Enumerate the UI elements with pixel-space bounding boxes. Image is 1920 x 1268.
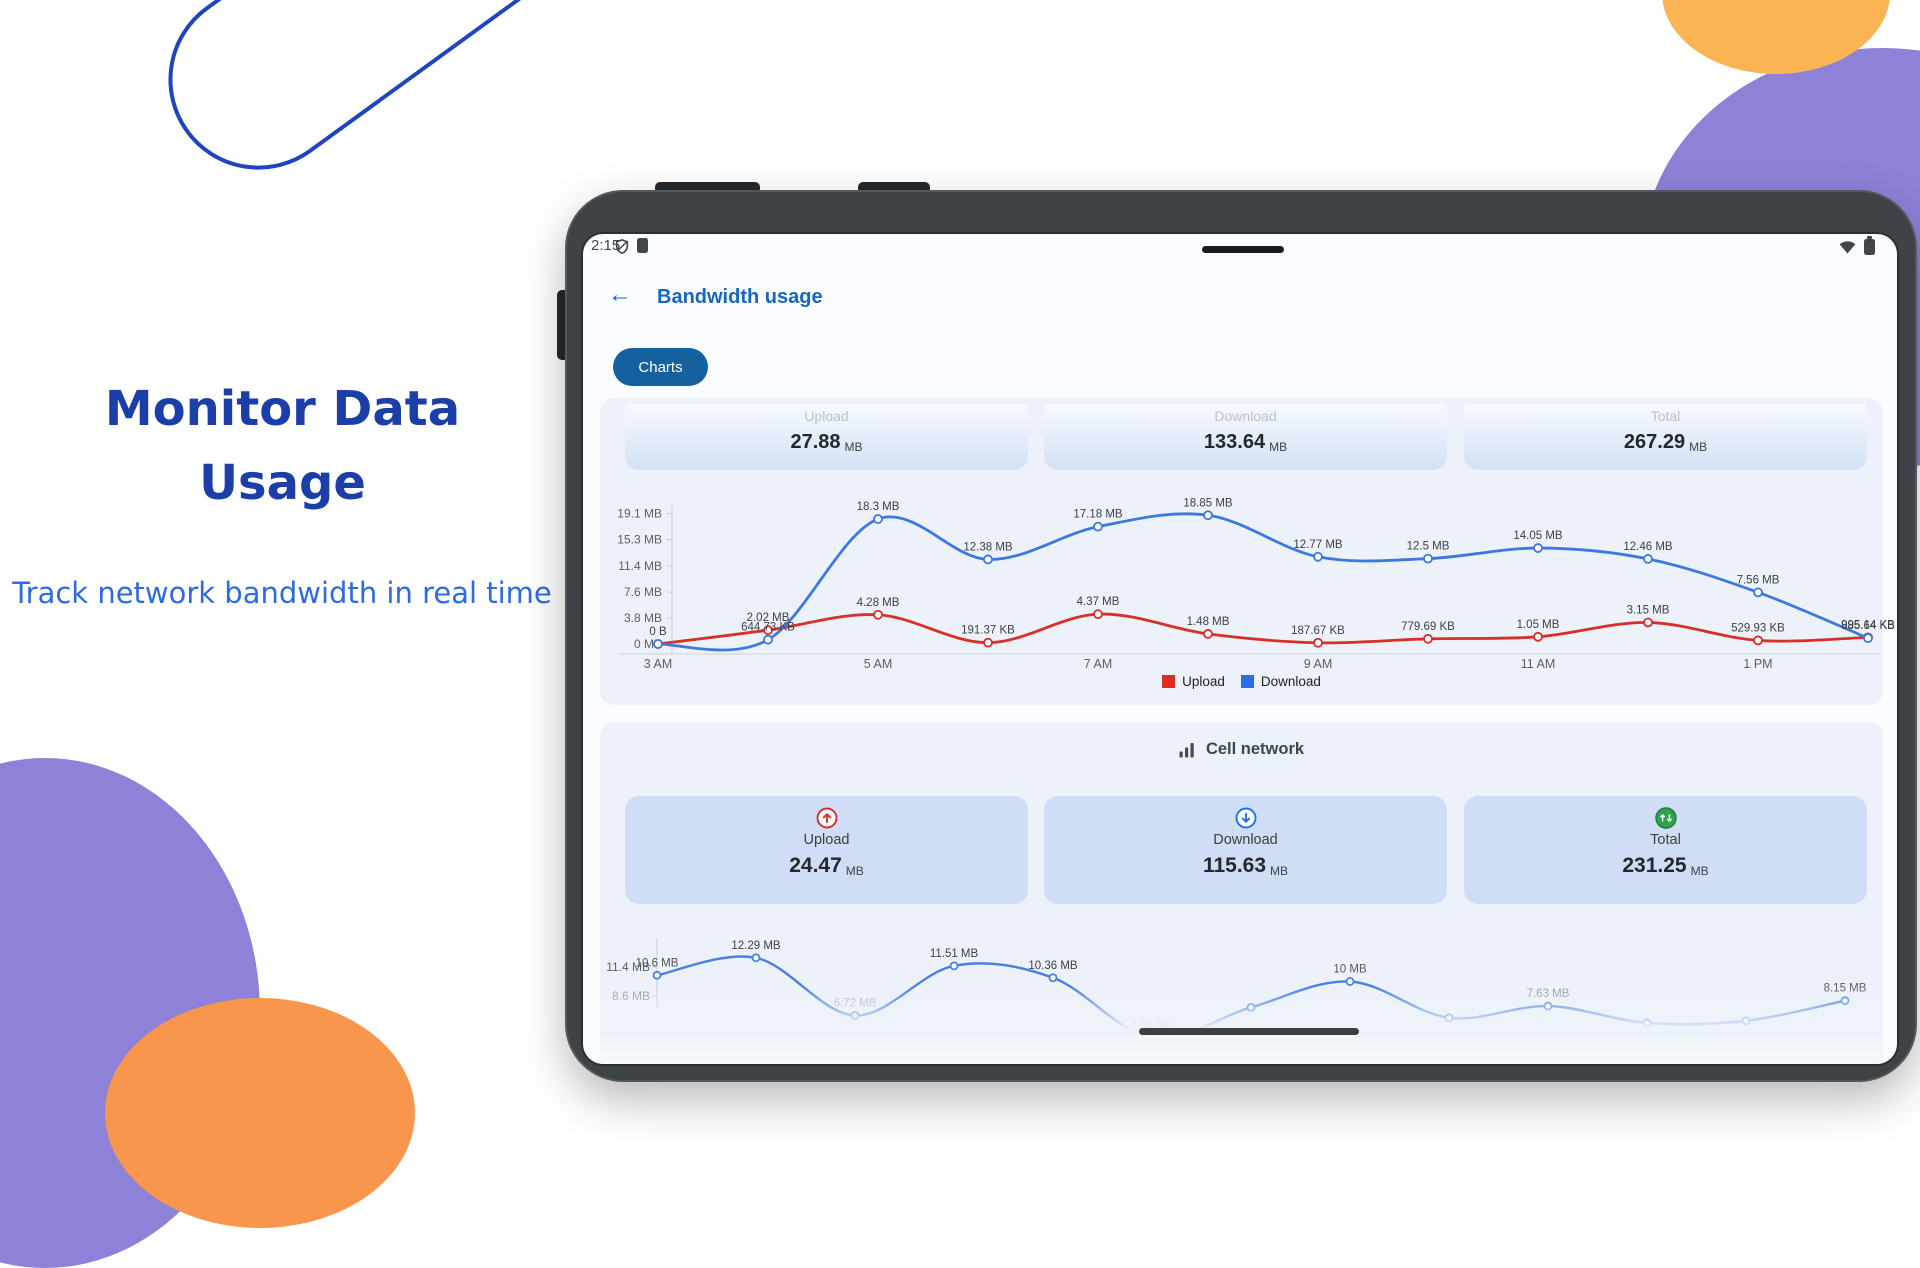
battery-icon (1864, 236, 1875, 255)
legend-download-swatch (1240, 675, 1254, 688)
cell-upload-card: Upload 24.47 MB (625, 796, 1028, 904)
svg-text:12.46 MB: 12.46 MB (1623, 541, 1673, 553)
svg-text:11.4 MB: 11.4 MB (618, 559, 662, 573)
legend-download: Download (1240, 674, 1321, 689)
page-subtitle: Track network bandwidth in real time (12, 576, 552, 610)
page-title-line1: Monitor Data (104, 381, 461, 437)
svg-text:12.5 MB: 12.5 MB (1407, 541, 1450, 553)
svg-text:11.4 MB: 11.4 MB (606, 960, 650, 974)
svg-text:1 PM: 1 PM (1743, 657, 1772, 671)
svg-text:529.93 KB: 529.93 KB (1731, 622, 1785, 634)
svg-text:12.29 MB: 12.29 MB (731, 940, 781, 952)
svg-text:12.77 MB: 12.77 MB (1293, 539, 1343, 551)
svg-text:4.37 MB: 4.37 MB (1077, 596, 1120, 608)
cell-download-label: Download (1213, 832, 1278, 848)
svg-text:7 AM: 7 AM (1084, 657, 1113, 671)
wifi-total-label: Total (1650, 408, 1681, 424)
svg-text:644.73 KB: 644.73 KB (741, 622, 795, 634)
wifi-download-card: Download 133.64 MB (1044, 404, 1447, 470)
svg-text:191.37 KB: 191.37 KB (961, 625, 1015, 637)
svg-text:3.15 MB: 3.15 MB (1627, 604, 1670, 616)
svg-text:11 AM: 11 AM (1521, 657, 1556, 671)
svg-text:885.64 KB: 885.64 KB (1841, 620, 1895, 632)
svg-text:19.1 MB: 19.1 MB (617, 507, 662, 521)
wifi-total-value: 267.29 MB (1623, 431, 1708, 454)
svg-text:15.3 MB: 15.3 MB (617, 533, 662, 547)
wifi-download-value: 133.64 MB (1203, 431, 1288, 454)
legend-upload-label: Upload (1182, 674, 1225, 689)
chart-legend: Upload Download (600, 674, 1883, 689)
svg-text:2.02 MB: 2.02 MB (747, 612, 790, 624)
cell-upload-value: 24.47 MB (789, 854, 864, 878)
decorative-pill-outline (132, 0, 626, 206)
cell-signal-icon (1179, 743, 1194, 758)
wifi-upload-label: Upload (804, 408, 849, 424)
svg-text:995.14 KB: 995.14 KB (1841, 619, 1895, 631)
legend-upload-swatch (1162, 675, 1176, 688)
svg-text:779.69 KB: 779.69 KB (1401, 621, 1455, 633)
cell-network-title: Cell network (1205, 740, 1305, 758)
scroll-fade (600, 985, 1883, 1064)
tablet-device: 2:15 ← Bandwidth usage Charts Upload 27.… (565, 190, 1917, 1082)
svg-text:12.38 MB: 12.38 MB (963, 541, 1013, 553)
svg-text:14.05 MB: 14.05 MB (1513, 530, 1563, 542)
svg-text:10.6 MB: 10.6 MB (636, 957, 679, 969)
cell-download-value: 115.63 MB (1202, 854, 1289, 878)
tablet-screen: 2:15 ← Bandwidth usage Charts Upload 27.… (583, 234, 1897, 1064)
back-button[interactable]: ← (608, 281, 632, 308)
status-time: 2:15 (591, 237, 621, 254)
svg-text:10 MB: 10 MB (1333, 964, 1367, 976)
app-title: Bandwidth usage (657, 286, 823, 308)
cell-total-card: Total 231.25 MB (1464, 796, 1867, 904)
svg-text:17.18 MB: 17.18 MB (1073, 509, 1123, 521)
svg-text:7.6 MB: 7.6 MB (624, 585, 662, 599)
cell-upload-label: Upload (803, 832, 850, 848)
svg-text:5 AM: 5 AM (864, 657, 893, 671)
wifi-total-card: Total 267.29 MB (1464, 404, 1867, 470)
svg-text:4.28 MB: 4.28 MB (857, 597, 900, 609)
wifi-icon (1839, 241, 1856, 254)
cell-network-header: Cell network (600, 740, 1883, 759)
transfer-circle-icon (1464, 806, 1867, 830)
svg-text:3 AM: 3 AM (644, 657, 673, 671)
upload-circle-icon (625, 806, 1028, 830)
home-indicator[interactable] (1139, 1028, 1359, 1035)
svg-text:18.85 MB: 18.85 MB (1183, 497, 1233, 509)
svg-text:1.05 MB: 1.05 MB (1517, 619, 1560, 631)
page-title: Monitor Data Usage (0, 372, 565, 520)
svg-text:3.8 MB: 3.8 MB (624, 611, 662, 625)
camera-notch-bar (1202, 246, 1284, 253)
cell-network-section: Cell network Upload 24.47 MB (600, 722, 1883, 1064)
svg-text:1.48 MB: 1.48 MB (1187, 616, 1230, 628)
sim-status-icon (637, 238, 648, 253)
wifi-usage-section: Upload 27.88 MB Download 133.64 MB Total 2… (600, 398, 1895, 705)
cell-total-value: 231.25 MB (1622, 854, 1709, 878)
vpn-shield-icon (615, 238, 629, 255)
download-circle-icon (1044, 806, 1447, 830)
wifi-upload-card: Upload 27.88 MB (625, 404, 1028, 470)
wifi-download-label: Download (1214, 408, 1277, 424)
decorative-orange-blob-bottom-left (105, 998, 415, 1228)
legend-download-label: Download (1260, 674, 1321, 689)
legend-upload: Upload (1162, 674, 1225, 689)
cell-total-label: Total (1650, 832, 1681, 848)
charts-chip[interactable]: Charts (613, 348, 708, 386)
cell-download-card: Download 115.63 MB (1044, 796, 1447, 904)
svg-text:0 B: 0 B (649, 626, 667, 638)
svg-text:18.3 MB: 18.3 MB (857, 501, 900, 513)
svg-text:187.67 KB: 187.67 KB (1291, 625, 1345, 637)
svg-text:9 AM: 9 AM (1304, 657, 1333, 671)
wifi-upload-value: 27.88 MB (790, 431, 863, 454)
page-title-line2: Usage (199, 455, 366, 511)
svg-text:10.36 MB: 10.36 MB (1028, 960, 1078, 972)
svg-text:7.56 MB: 7.56 MB (1737, 574, 1780, 586)
svg-text:11.51 MB: 11.51 MB (930, 948, 979, 960)
